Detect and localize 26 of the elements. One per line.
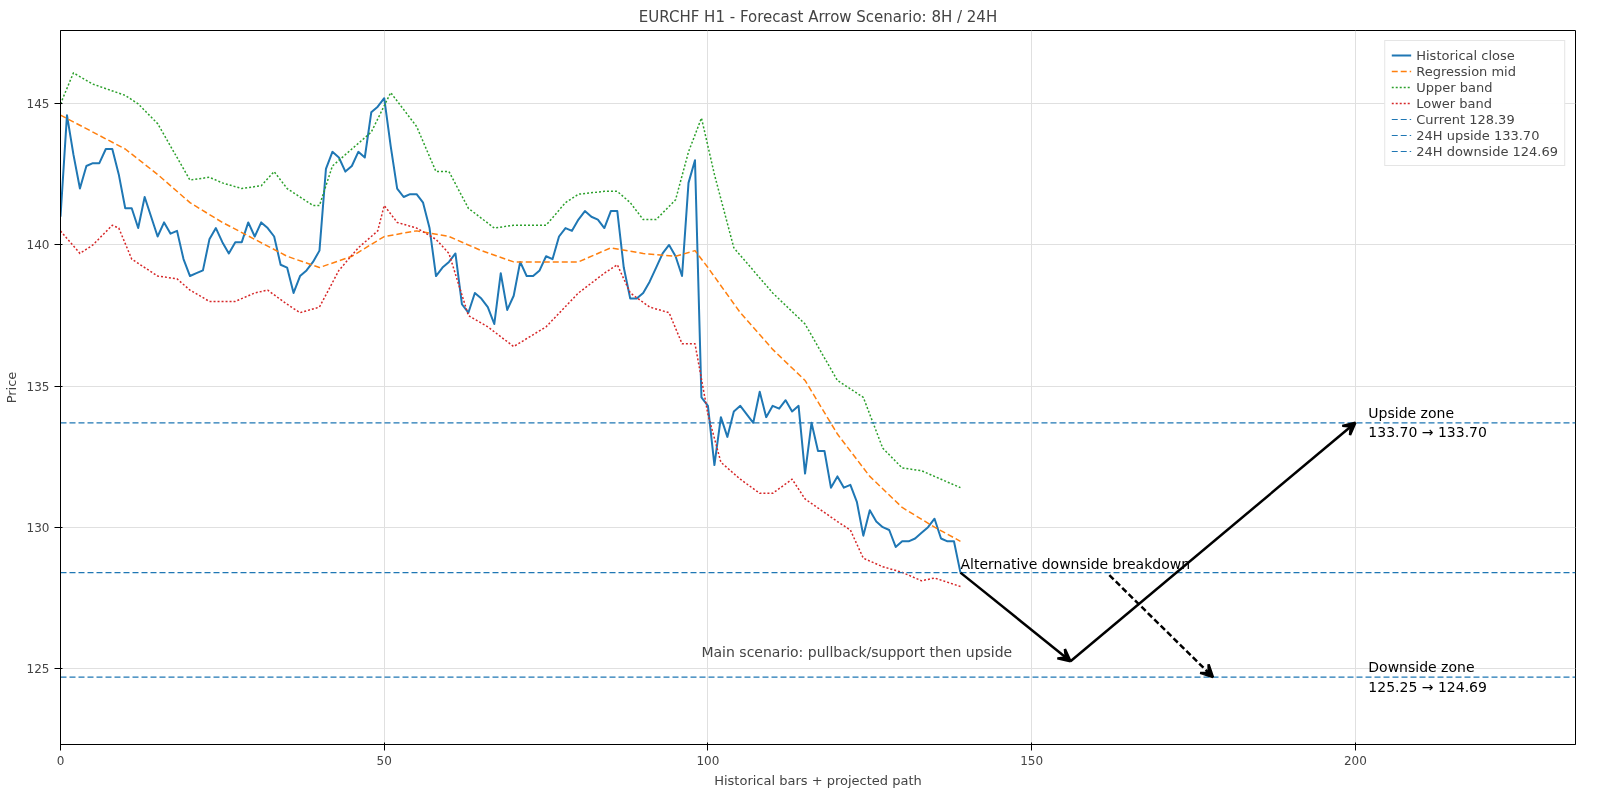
y-tick-label: 140 xyxy=(26,238,50,253)
annotation: Upside zone 133.70 → 133.70 xyxy=(1368,405,1487,441)
x-tick-label: 100 xyxy=(696,753,720,768)
x-tick-label: 0 xyxy=(56,753,65,768)
legend-label: Lower band xyxy=(1416,95,1493,111)
annotation: Downside zone 125.25 → 124.69 xyxy=(1368,659,1487,695)
line-series xyxy=(60,204,962,588)
y-tick-label: 135 xyxy=(26,379,50,394)
y-tick-label: 125 xyxy=(26,661,50,676)
legend-label: Historical close xyxy=(1416,47,1515,63)
legend-label: Upper band xyxy=(1416,79,1493,95)
annotation: Alternative downside breakdown xyxy=(960,555,1191,572)
x-tick-label: 150 xyxy=(1020,753,1044,768)
legend-label: 24H upside 133.70 xyxy=(1416,127,1540,143)
legend-label: Current 128.39 xyxy=(1416,111,1515,127)
legend-label: Regression mid xyxy=(1416,63,1516,79)
chart-title: EURCHF H1 - Forecast Arrow Scenario: 8H / 24H xyxy=(638,7,998,26)
x-axis-title: Historical bars + projected path xyxy=(714,772,922,788)
y-axis-title: Price xyxy=(3,371,19,404)
line-series xyxy=(60,72,962,489)
x-tick-label: 200 xyxy=(1343,753,1367,768)
y-tick-label: 130 xyxy=(26,520,50,535)
y-tick-label: 145 xyxy=(26,97,50,112)
legend-label: 24H downside 124.69 xyxy=(1416,143,1558,159)
annotation: Main scenario: pullback/support then upside xyxy=(701,643,1013,660)
x-tick-label: 50 xyxy=(376,753,392,768)
